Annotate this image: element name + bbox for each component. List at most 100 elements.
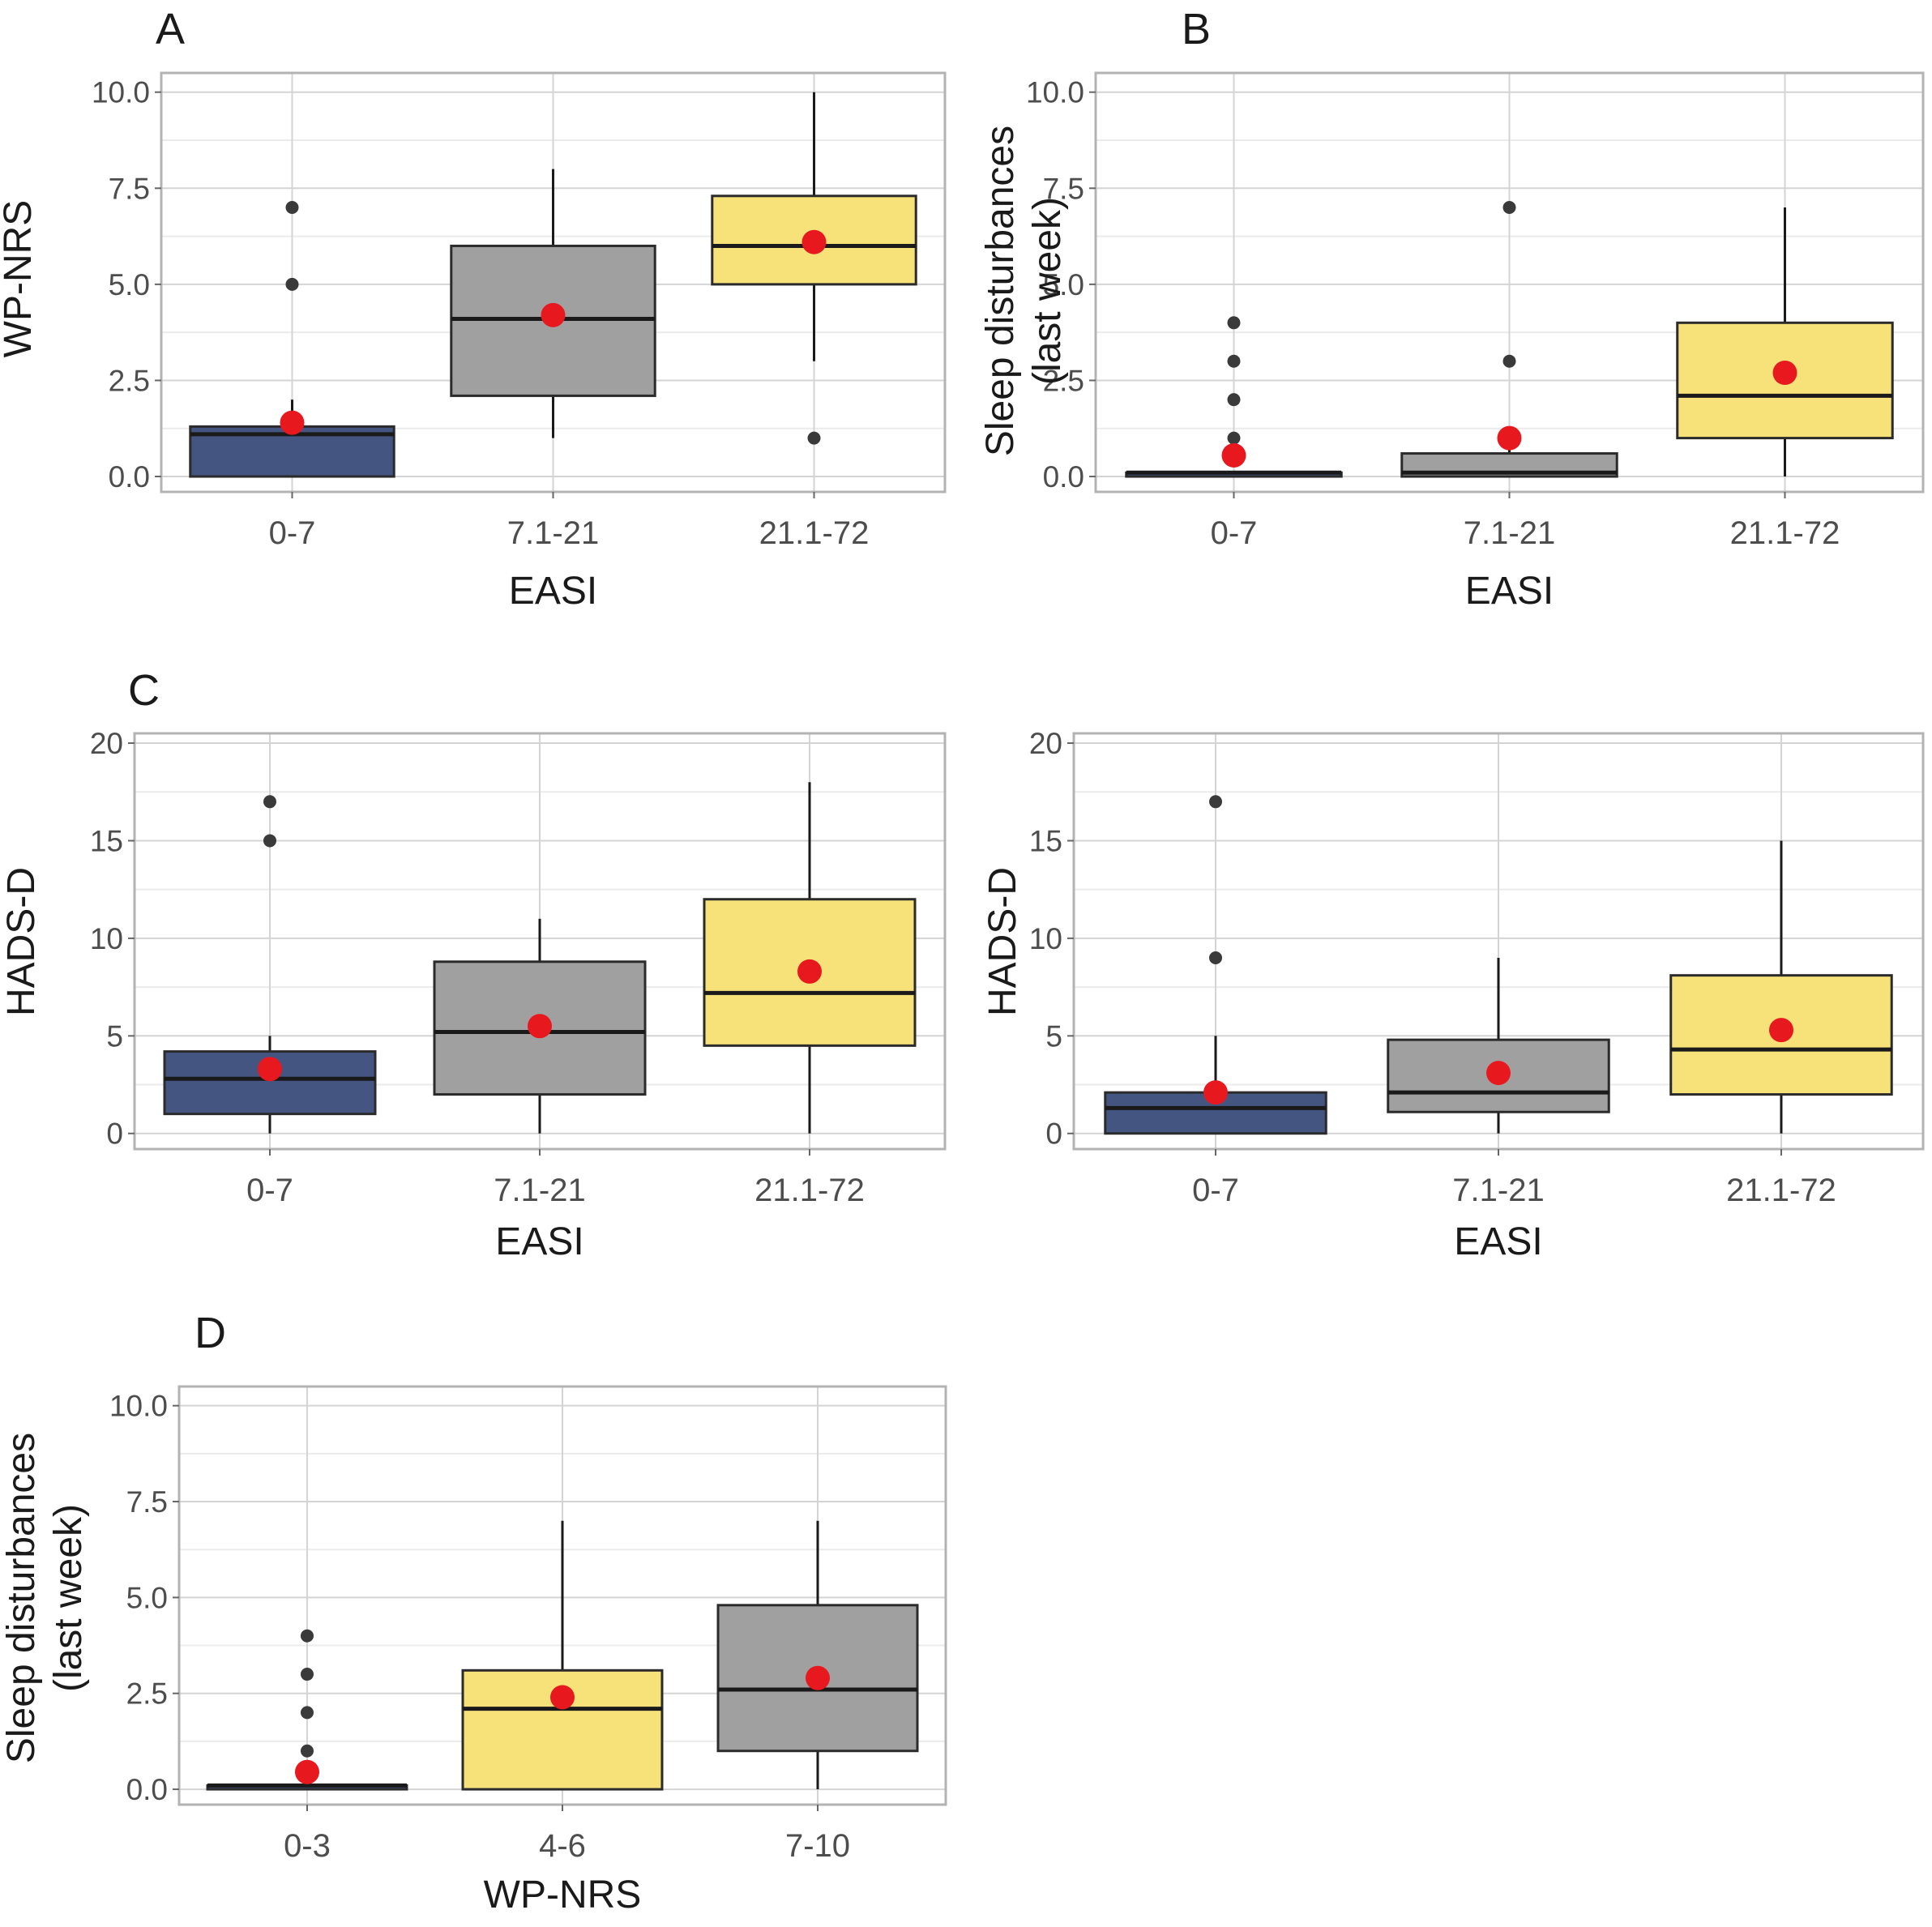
box-0-7 <box>189 201 395 478</box>
mean-marker <box>806 1665 831 1690</box>
y-tick-label: 0 <box>1045 1117 1062 1151</box>
outlier-point <box>807 431 821 445</box>
y-tick-label: 15 <box>1029 824 1062 857</box>
chart-panel-3: 0 5 10 15 20 0-7 7.1-21 21.1-72 EASI HADS-D C <box>0 666 947 1263</box>
outlier-point <box>300 1629 314 1643</box>
x-tick-label: 7.1-21 <box>1452 1173 1544 1208</box>
y-tick-label: 7.5 <box>1043 172 1084 205</box>
outlier-point <box>300 1706 314 1720</box>
outlier-point <box>263 834 276 848</box>
y-axis-title: WP-NRS <box>0 200 40 358</box>
mean-marker <box>801 229 827 254</box>
x-tick-label: 4-6 <box>539 1828 586 1864</box>
y-tick-label: 10 <box>90 922 123 955</box>
y-axis-title: (last week) <box>1026 197 1069 385</box>
outlier-point <box>1227 354 1241 368</box>
mean-marker <box>528 1014 552 1039</box>
mean-marker <box>1772 360 1797 385</box>
y-tick-label: 2.5 <box>1043 364 1084 397</box>
mean-marker <box>280 410 305 435</box>
box-0-7 <box>1125 316 1343 478</box>
y-tick-label: 15 <box>90 824 123 857</box>
panel-letter: C <box>128 666 160 715</box>
box-body <box>711 194 917 286</box>
panel-letter: B <box>1182 5 1211 53</box>
mean-marker <box>1221 442 1246 468</box>
x-axis-title: EASI <box>1465 570 1554 613</box>
outlier-point <box>300 1744 314 1758</box>
mean-marker <box>1497 425 1522 451</box>
x-axis-title: EASI <box>1454 1220 1542 1263</box>
y-tick-label: 5.0 <box>1043 268 1084 301</box>
mean-marker <box>797 959 822 984</box>
mean-marker <box>1203 1080 1229 1105</box>
y-axis-title: (last week) <box>47 1504 90 1692</box>
chart-panel-1: 0.0 2.5 5.0 7.5 10.0 0-7 7.1-21 21.1-72 EASI WP-N… <box>0 5 947 613</box>
outlier-point <box>285 201 299 215</box>
panel-letter: D <box>194 1309 226 1357</box>
mean-marker <box>550 1685 575 1710</box>
x-tick-label: 0-7 <box>246 1173 293 1208</box>
y-tick-label: 5.0 <box>126 1581 168 1614</box>
x-tick-label: 21.1-72 <box>754 1173 865 1208</box>
box-4-6 <box>461 1520 664 1791</box>
chart-panel-4: 0 5 10 15 20 0-7 7.1-21 21.1-72 EASI HADS-D <box>981 727 1925 1263</box>
mean-marker <box>294 1759 319 1784</box>
y-tick-label: 0.0 <box>1043 460 1084 494</box>
y-axis-title: Sleep disturbances <box>979 126 1022 456</box>
x-tick-label: 0-7 <box>269 515 316 551</box>
x-tick-label: 21.1-72 <box>1726 1173 1836 1208</box>
box-21.1-72 <box>703 782 917 1134</box>
box-21.1-72 <box>711 92 917 445</box>
x-axis-title: EASI <box>495 1220 583 1263</box>
outlier-point <box>1209 951 1223 964</box>
panel-letter: A <box>156 5 185 53</box>
x-tick-label: 7-10 <box>785 1828 850 1864</box>
x-tick-label: 0-7 <box>1192 1173 1239 1208</box>
x-tick-label: 7.1-21 <box>1464 515 1555 551</box>
y-tick-label: 20 <box>90 727 123 760</box>
box-0-7 <box>1104 795 1327 1135</box>
y-tick-label: 7.5 <box>109 172 150 205</box>
x-tick-label: 21.1-72 <box>759 515 870 551</box>
outlier-point <box>1209 795 1223 809</box>
box-0-3 <box>206 1629 408 1791</box>
mean-marker <box>258 1057 282 1082</box>
y-axis-title: HADS-D <box>981 867 1024 1016</box>
x-tick-label: 7.1-21 <box>494 1173 585 1208</box>
box-21.1-72 <box>1676 207 1894 477</box>
y-tick-label: 5 <box>1045 1019 1062 1053</box>
y-axis-title: HADS-D <box>0 867 43 1016</box>
x-tick-label: 7.1-21 <box>507 515 599 551</box>
outlier-point <box>1227 393 1241 407</box>
box-21.1-72 <box>1669 840 1893 1134</box>
y-tick-label: 0 <box>106 1117 123 1151</box>
box-7.1-21 <box>1387 957 1610 1134</box>
y-tick-label: 0.0 <box>109 460 150 494</box>
outlier-point <box>1227 316 1241 330</box>
x-tick-label: 21.1-72 <box>1730 515 1840 551</box>
x-axis-title: EASI <box>509 570 597 613</box>
chart-panel-5: 0.0 2.5 5.0 7.5 10.0 0-3 4-6 7-10 WP-NRS Sleep di… <box>0 1309 947 1916</box>
y-tick-label: 5 <box>106 1019 123 1053</box>
x-tick-label: 0-7 <box>1211 515 1258 551</box>
box-7.1-21 <box>1400 201 1618 478</box>
y-tick-label: 0.0 <box>126 1773 168 1806</box>
chart-panel-2: 0.0 2.5 5.0 7.5 10.0 0-7 7.1-21 21.1-72 EASI Slee… <box>979 5 1925 613</box>
mean-marker <box>1768 1018 1793 1043</box>
box-0-7 <box>163 795 377 1134</box>
mean-marker <box>1486 1061 1511 1086</box>
box-body <box>1669 974 1893 1096</box>
y-tick-label: 10.0 <box>1026 76 1084 109</box>
mean-marker <box>541 302 566 327</box>
y-tick-label: 10.0 <box>92 76 150 109</box>
y-tick-label: 5.0 <box>109 268 150 301</box>
y-tick-label: 10.0 <box>109 1390 168 1423</box>
box-7.1-21 <box>450 169 656 438</box>
x-tick-label: 0-3 <box>284 1828 331 1864</box>
y-tick-label: 7.5 <box>126 1485 168 1519</box>
outlier-point <box>285 277 299 291</box>
box-7-10 <box>716 1520 919 1790</box>
y-tick-label: 10 <box>1029 922 1062 955</box>
